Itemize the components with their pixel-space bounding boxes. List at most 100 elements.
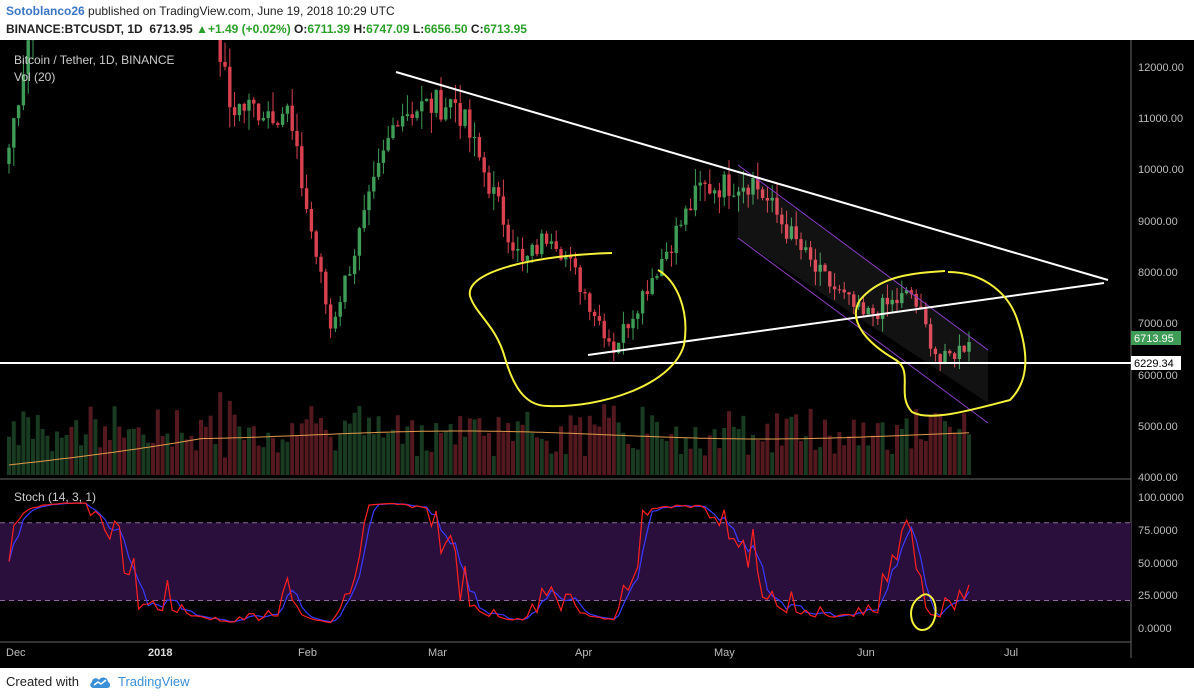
volume-bar	[482, 435, 487, 475]
volume-bar	[664, 441, 669, 475]
volume-bar	[127, 429, 131, 475]
volume-bar	[333, 450, 338, 475]
volume-bar	[218, 392, 223, 475]
volume-bar	[477, 418, 482, 475]
candle-body	[861, 302, 866, 315]
volume-bar	[861, 422, 866, 475]
volume-bar	[285, 441, 290, 475]
volume-bar	[698, 448, 703, 475]
volume-bar	[611, 405, 616, 475]
volume-bar	[967, 434, 971, 475]
volume-bar	[583, 455, 587, 475]
volume-bar	[419, 425, 424, 475]
volume-bar	[160, 436, 165, 475]
x-tick-jul: Jul	[1004, 647, 1018, 659]
candle-body	[660, 258, 664, 277]
volume-bar	[616, 422, 621, 475]
candle-body	[271, 111, 275, 124]
volume-bar	[74, 420, 79, 475]
candle-body	[924, 309, 928, 325]
candle-body	[415, 111, 419, 118]
volume-bar	[304, 419, 309, 475]
candle-body	[967, 342, 971, 352]
chart-canvas[interactable]: 12000.00 11000.00 10000.00 9000.00 8000.…	[0, 40, 1194, 668]
volume-bar	[659, 438, 664, 475]
candle-body	[444, 107, 448, 120]
candle-body	[304, 188, 309, 209]
stoch-tick-0: 0.0000	[1138, 623, 1172, 635]
tradingview-link[interactable]: TradingView	[118, 674, 190, 689]
candle-body	[482, 157, 486, 173]
volume-bar	[98, 447, 103, 475]
volume-bar	[266, 432, 271, 475]
publish-line: Sotoblanco26 published on TradingView.co…	[6, 4, 395, 18]
volume-bar	[871, 435, 875, 475]
candle-body	[520, 248, 525, 262]
candle-body	[904, 290, 909, 294]
candle-body	[688, 208, 693, 211]
candle-body	[516, 248, 520, 251]
x-tick-2018: 2018	[148, 647, 172, 659]
volume-bar	[16, 445, 21, 475]
volume-bar	[683, 437, 688, 475]
high-value: 6747.09	[366, 22, 410, 36]
candle-body	[684, 208, 688, 225]
volume-bar	[933, 412, 938, 475]
volume-bar	[155, 409, 160, 475]
volume-bar	[842, 445, 847, 475]
volume-bar	[794, 414, 799, 475]
candle-body	[813, 259, 818, 272]
volume-bar	[410, 420, 415, 475]
support-price-tag-text: 6229.34	[1134, 358, 1174, 370]
author-link[interactable]: Sotoblanco26	[6, 4, 85, 18]
volume-bar	[779, 445, 784, 475]
candle-body	[472, 137, 477, 139]
candle-layer	[7, 40, 971, 371]
volume-bar	[352, 412, 357, 475]
main-legend: Bitcoin / Tether, 1D, BINANCE	[14, 53, 175, 67]
candle-body	[266, 111, 270, 119]
candle-body	[247, 99, 251, 111]
volume-bar	[443, 431, 448, 475]
volume-bar	[803, 436, 808, 475]
support-price-tag	[1131, 356, 1181, 370]
triangle-lower-trendline	[587, 282, 1105, 356]
volume-bar	[7, 436, 11, 475]
volume-bar	[669, 434, 674, 475]
volume-bar	[376, 416, 381, 475]
candle-body	[237, 103, 242, 116]
volume-bar	[952, 432, 957, 475]
candle-body	[530, 244, 534, 256]
candle-body	[794, 226, 798, 240]
volume-bar	[635, 449, 640, 475]
candle-body	[319, 256, 323, 272]
volume-bar	[597, 426, 602, 475]
candle-body	[525, 255, 530, 262]
candle-body	[789, 226, 794, 239]
volume-bar	[563, 454, 568, 475]
volume-bar	[712, 429, 717, 475]
candle-body	[722, 174, 726, 198]
candle-body	[564, 256, 568, 260]
volume-bar	[35, 415, 40, 475]
volume-bar	[962, 413, 967, 475]
volume-bar	[151, 442, 155, 475]
candle-body	[837, 289, 842, 291]
volume-bar	[424, 450, 429, 475]
candle-body	[381, 150, 386, 163]
volume-bar	[208, 415, 213, 475]
volume-bar	[405, 426, 410, 475]
candle-body	[352, 255, 357, 275]
x-tick-may: May	[714, 647, 735, 659]
volume-bar	[280, 439, 285, 475]
candle-body	[876, 313, 880, 319]
volume-bar	[367, 417, 371, 475]
candle-body	[12, 118, 16, 148]
candle-body	[328, 304, 333, 329]
volume-bar	[818, 447, 823, 475]
candle-body	[391, 125, 395, 139]
volume-bar	[170, 446, 175, 475]
candle-body	[612, 341, 616, 353]
volume-bar	[746, 454, 751, 475]
volume-bar	[650, 415, 655, 475]
